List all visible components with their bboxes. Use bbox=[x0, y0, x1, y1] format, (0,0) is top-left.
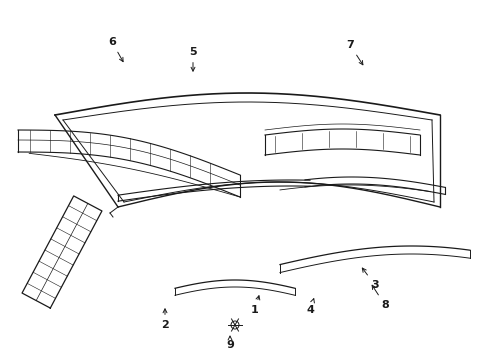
Text: 5: 5 bbox=[189, 47, 196, 71]
Text: 6: 6 bbox=[108, 37, 123, 62]
Text: 4: 4 bbox=[305, 299, 314, 315]
Text: 3: 3 bbox=[362, 268, 378, 290]
Text: 2: 2 bbox=[161, 309, 168, 330]
Text: 9: 9 bbox=[225, 336, 233, 350]
Text: 7: 7 bbox=[346, 40, 362, 65]
Text: 8: 8 bbox=[371, 285, 388, 310]
Text: 1: 1 bbox=[251, 296, 259, 315]
